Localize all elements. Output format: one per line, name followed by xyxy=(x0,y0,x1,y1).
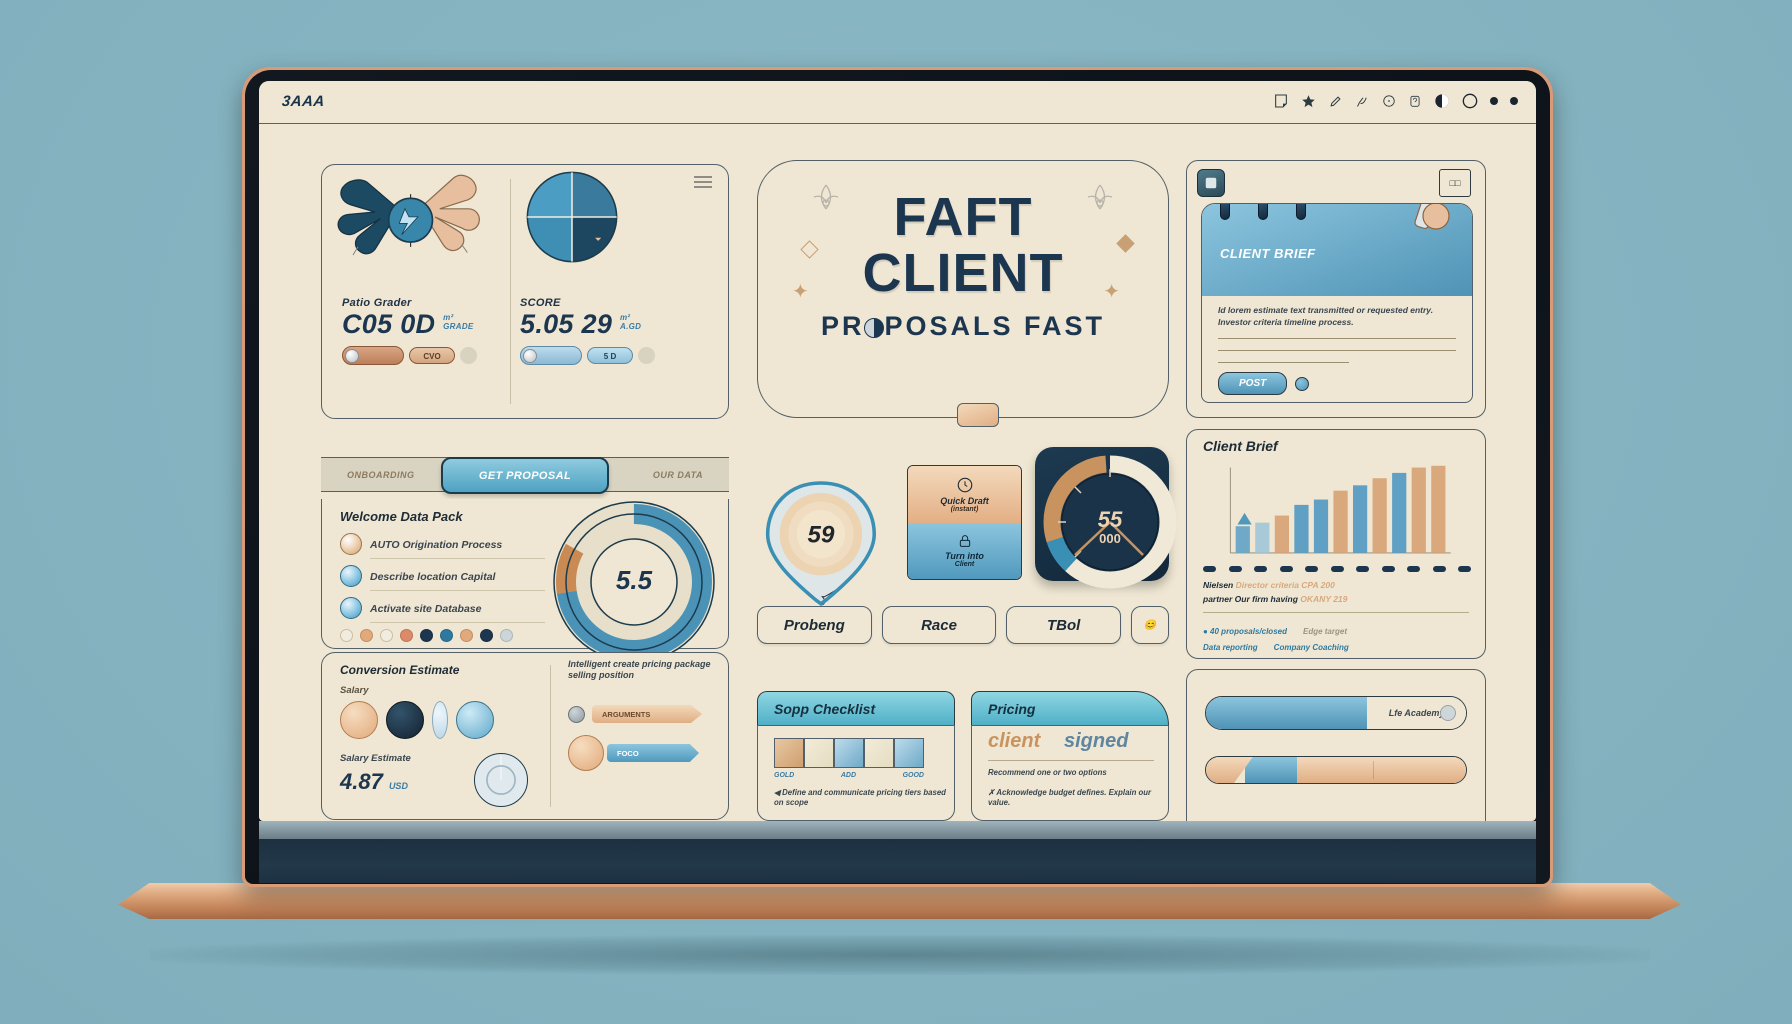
svg-text:59: 59 xyxy=(808,522,835,549)
svg-text:000: 000 xyxy=(1099,531,1121,546)
svg-text:55: 55 xyxy=(1098,507,1123,532)
svg-text:5.5: 5.5 xyxy=(616,565,653,595)
